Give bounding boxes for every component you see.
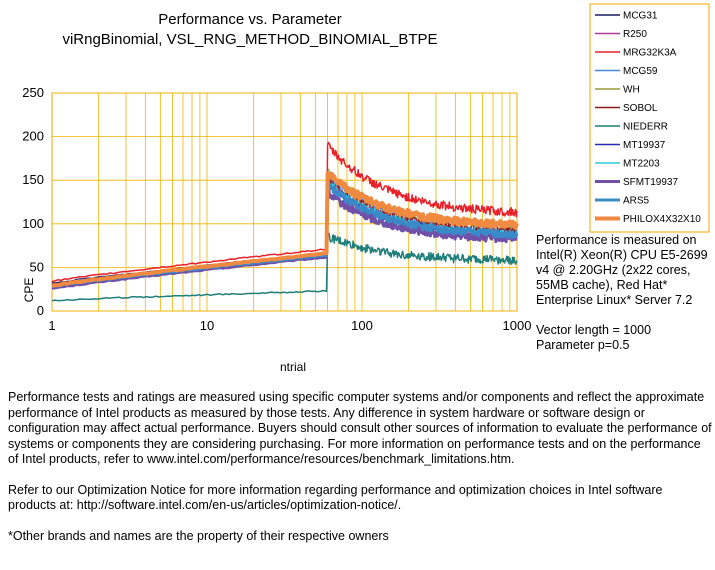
disclaimer-optimization: Refer to our Optimization Notice for mor… [8,482,663,513]
y-axis-label: CPE [22,278,36,303]
x-tick-label: 1000 [503,318,532,333]
measurement-note: Performance is measured on Intel(R) Xeon… [536,233,714,353]
legend-label: MCG59 [623,66,658,77]
legend-label: SFMT19937 [623,177,678,188]
series-line-mrg32k3a [51,141,518,283]
legend-label: MT19937 [623,140,666,151]
series-line-sfmt19937 [51,189,518,290]
x-tick-label: 10 [200,318,214,333]
legend-label: ARS5 [623,196,650,207]
parameter-note: Parameter p=0.5 [536,338,630,352]
legend-box [589,3,710,233]
chart-subtitle: viRngBinomial, VSL_RNG_METHOD_BINOMIAL_B… [62,31,437,48]
y-tick-label: 0 [37,303,44,318]
legend-label: PHILOX4X32X10 [623,214,701,225]
x-axis-label: ntrial [280,360,306,374]
legend-label: MRG32K3A [623,48,677,59]
series-line-niederr [51,232,518,302]
chart-title: Performance vs. Parameter [158,11,341,28]
disclaimer: Performance tests and ratings are measur… [8,390,713,559]
legend-label: MCG31 [623,11,658,22]
x-tick-label: 1 [48,318,55,333]
legend-label: MT2203 [623,159,660,170]
y-tick-label: 250 [22,85,44,100]
y-tick-label: 200 [22,129,44,144]
y-tick-label: 100 [22,216,44,231]
legend-label: R250 [623,29,647,40]
performance-chart: Performance vs. Parameter viRngBinomial,… [22,3,710,374]
disclaimer-trademarks: *Other brands and names are the property… [8,528,389,543]
legend-label: NIEDERR [623,122,668,133]
disclaimer-performance: Performance tests and ratings are measur… [8,390,712,466]
y-tick-label: 150 [22,172,44,187]
vector-length-note: Vector length = 1000 [536,323,652,337]
series-line-philox4x32x10 [51,171,519,289]
y-tick-label: 50 [30,259,44,274]
performance-note: Performance is measured on Intel(R) Xeon… [536,233,708,307]
x-tick-label: 100 [351,318,373,333]
legend-label: SOBOL [623,103,658,114]
legend-label: WH [623,85,640,96]
